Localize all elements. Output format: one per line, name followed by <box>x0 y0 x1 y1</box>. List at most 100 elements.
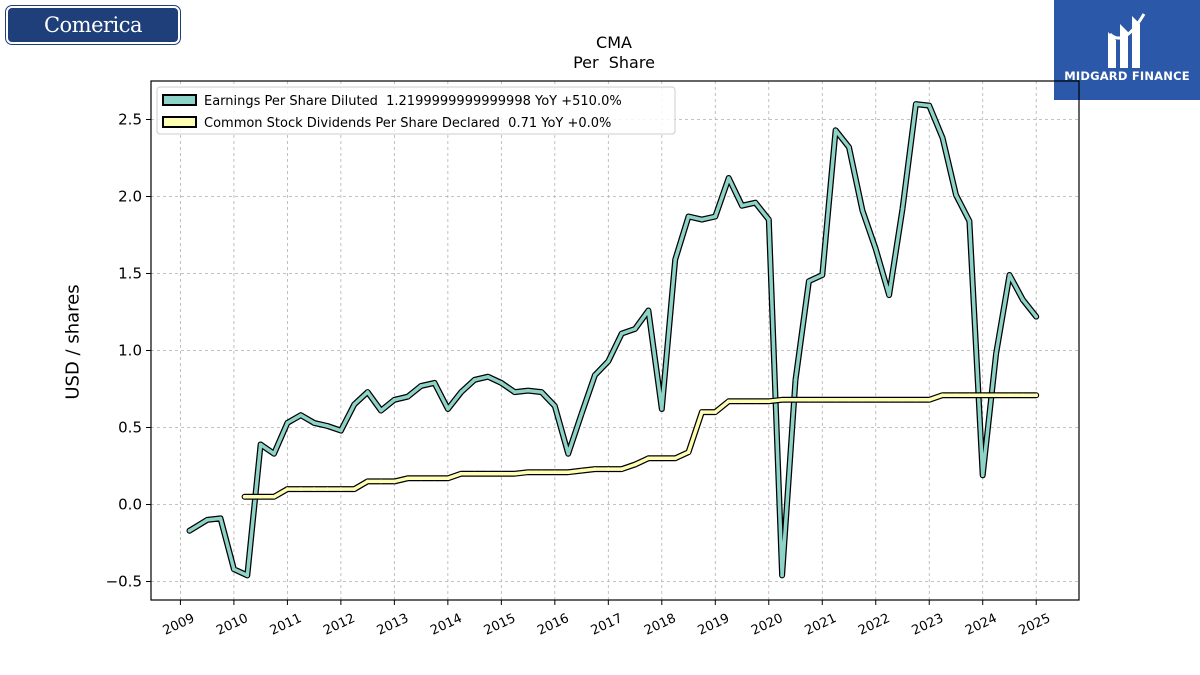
series-2-point <box>365 479 370 484</box>
series-1-point <box>726 176 731 180</box>
x-tick-label: 2021 <box>803 611 839 639</box>
chart-subtitle: Per Share <box>573 53 655 72</box>
series-line <box>187 102 1038 578</box>
series-1-point <box>579 411 584 416</box>
midgard-brand-text: MIDGARD FINANCE <box>1064 69 1190 83</box>
x-tick-label: 2022 <box>856 611 892 639</box>
y-tick-label: 2.0 <box>118 188 142 206</box>
series-2-point <box>419 476 423 481</box>
x-tick-label: 2012 <box>321 611 357 639</box>
series-1-point <box>419 384 423 388</box>
series-2-point <box>860 398 865 402</box>
series-1-point <box>940 136 945 140</box>
series-1-point <box>820 273 825 277</box>
series-1-point <box>459 390 464 394</box>
series-2-point <box>472 471 477 476</box>
x-tick-label: 2024 <box>963 611 999 639</box>
series-1-point <box>312 421 316 425</box>
series-2-point <box>954 393 958 398</box>
x-tick-label: 2019 <box>696 611 732 639</box>
series-1-point <box>446 407 450 411</box>
series-1-point <box>740 203 744 208</box>
series-2-point <box>606 467 611 471</box>
series-1-point <box>847 145 851 149</box>
series-1-point <box>566 451 570 456</box>
series-2-point <box>405 476 410 481</box>
series-2-point <box>873 398 878 402</box>
series-1-point <box>713 214 718 219</box>
series-2-point <box>646 456 651 461</box>
y-tick-label: −0.5 <box>106 573 142 591</box>
midgard-mark-icon <box>1108 13 1146 68</box>
series-1-point <box>299 413 303 418</box>
series-2-point <box>499 471 504 476</box>
series-1-point <box>258 442 263 447</box>
series-2-point <box>272 495 276 499</box>
y-tick-label: 1.0 <box>118 342 142 360</box>
series-1-point <box>954 193 958 197</box>
comerica-logo: Comerica <box>6 6 180 44</box>
series-1-point <box>914 102 918 106</box>
series-1-point <box>365 390 370 394</box>
legend-label: Common Stock Dividends Per Share Declare… <box>204 116 611 131</box>
series-1-point <box>619 331 624 336</box>
series-2-point <box>1034 393 1038 398</box>
series-1-point <box>994 351 998 356</box>
series-line-outline <box>241 392 1040 500</box>
series-2-point <box>900 398 905 402</box>
series-1-point <box>218 516 223 521</box>
x-tick-label: 2017 <box>589 611 625 639</box>
series-1-point <box>539 390 544 394</box>
series-2-point <box>700 410 704 414</box>
series-2-point <box>713 410 718 414</box>
series-2-point <box>392 479 397 484</box>
series-2-point <box>673 456 677 461</box>
series-2-point <box>740 399 744 404</box>
series-2-point <box>459 471 464 476</box>
series-1-point <box>900 207 905 211</box>
series-layer <box>186 101 1040 579</box>
series-2-point <box>633 462 637 467</box>
series-1-point <box>325 424 330 428</box>
series-2-point <box>980 393 985 398</box>
series-2-point <box>339 487 343 491</box>
series-1-point <box>686 214 691 219</box>
series-2-point <box>660 456 664 461</box>
series-1-point <box>352 402 357 407</box>
series-2-point <box>994 393 998 398</box>
y-tick-label: 2.5 <box>118 111 142 129</box>
series-2-point <box>753 399 758 404</box>
series-1-point <box>432 381 437 385</box>
series-1-point <box>339 428 343 433</box>
series-1-point <box>1007 273 1012 277</box>
series-1-point <box>793 378 798 382</box>
plot-frame <box>150 80 1080 601</box>
series-2-point <box>352 487 357 491</box>
series-2-point <box>767 399 771 404</box>
series-1-point <box>187 528 192 533</box>
legend-box <box>156 86 676 135</box>
series-2-point <box>379 479 383 484</box>
series-2-point <box>686 450 691 455</box>
series-1-point <box>980 473 985 478</box>
legend-swatch <box>162 94 197 106</box>
series-2-point <box>847 398 851 402</box>
series-1-point <box>606 359 611 364</box>
x-tick-label: 2020 <box>749 611 785 639</box>
series-1-point <box>767 217 771 222</box>
series-1-point <box>232 567 236 571</box>
series-1-point <box>1021 297 1025 302</box>
series-2-point <box>807 398 811 402</box>
legend-swatch <box>162 116 197 128</box>
series-2-point <box>780 398 784 402</box>
series-1-point <box>285 421 290 425</box>
series-1-point <box>646 308 651 313</box>
series-1-point <box>927 103 931 108</box>
series-2-point <box>512 471 517 476</box>
series-2-point <box>486 471 490 476</box>
x-tick-label: 2018 <box>642 611 678 639</box>
series-2-point <box>579 468 584 473</box>
y-tick-label: 0.0 <box>118 496 142 514</box>
series-1-point <box>887 293 891 297</box>
